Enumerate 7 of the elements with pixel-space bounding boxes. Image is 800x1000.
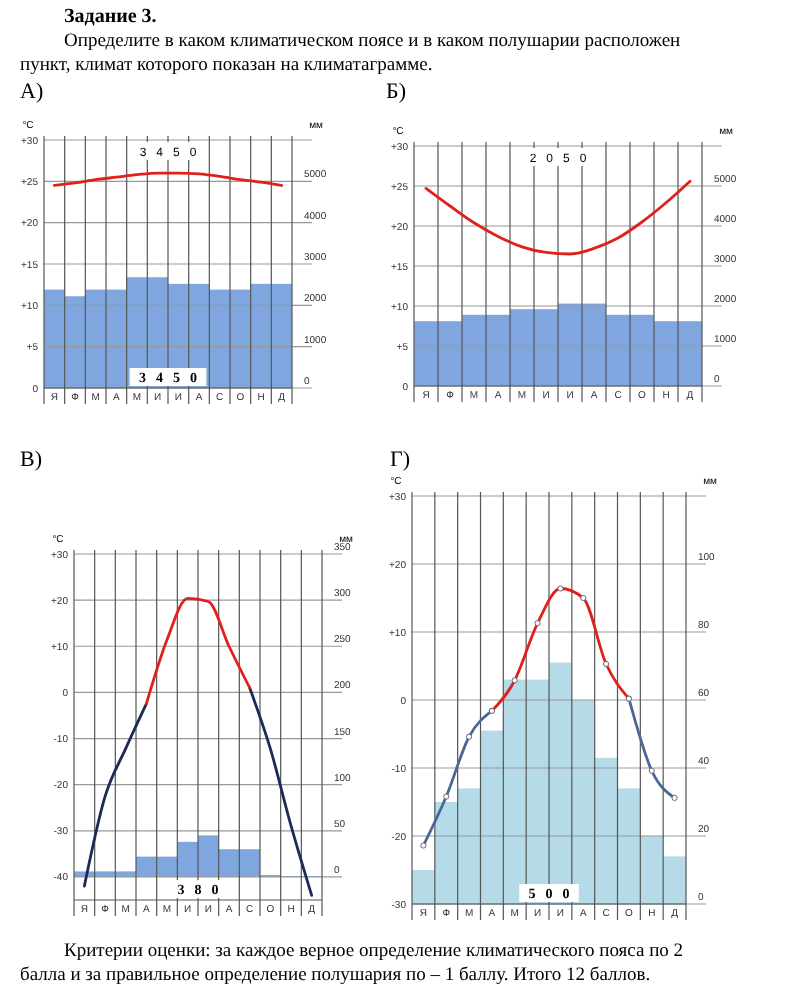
chart-title: А) [20, 80, 44, 104]
text: Задание 3. [64, 6, 158, 28]
chart-title: Б) [386, 80, 407, 104]
text: Критерии оценки: за каждое верное определение климатического пояса по 2 балла и за правильное определение полушария по – 1 баллу. Итого 12 баллов. [20, 942, 684, 986]
chart-title: В) [20, 448, 43, 472]
chart-title: Г) [390, 448, 411, 472]
text: Определите в каком климатическом поясе и в каком полушарии расположен пункт, климат которого показан на климатаграмме. [20, 32, 681, 76]
